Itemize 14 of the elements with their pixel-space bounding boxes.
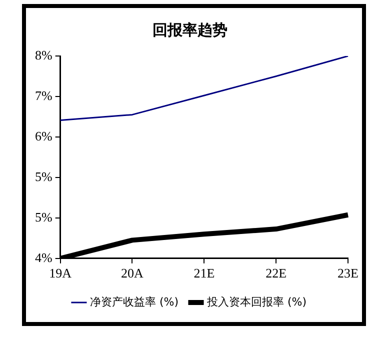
y-tick-label: 7% — [34, 88, 52, 103]
x-tick-label: 20A — [121, 266, 144, 281]
y-tick-label: 6% — [34, 128, 52, 144]
x-tick-label: 21E — [194, 266, 215, 281]
y-tick-label: 8% — [34, 47, 52, 62]
x-tick-label: 23E — [338, 266, 359, 281]
y-tick-label: 5% — [34, 209, 52, 224]
x-tick-label: 22E — [266, 266, 287, 281]
x-tick-label: 19A — [49, 266, 72, 281]
legend-label: 净资产收益率 (%) — [90, 295, 179, 308]
legend-label: 投入资本回报率 (%) — [206, 295, 307, 308]
y-tick-label: 5% — [34, 168, 52, 184]
y-tick-label: 4% — [34, 250, 52, 265]
chart-title: 回报率趋势 — [152, 20, 228, 39]
